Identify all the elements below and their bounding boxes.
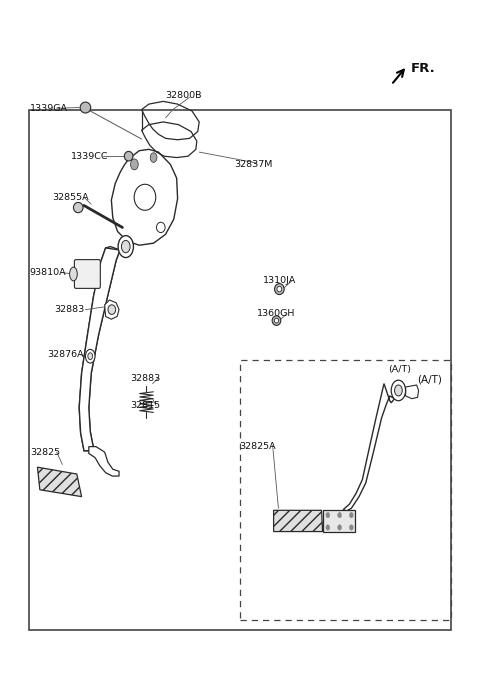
Polygon shape (274, 510, 323, 532)
Polygon shape (406, 385, 419, 399)
Circle shape (131, 159, 138, 170)
Circle shape (349, 512, 353, 518)
Text: FR.: FR. (410, 62, 435, 75)
Circle shape (338, 512, 342, 518)
Polygon shape (37, 467, 82, 497)
Polygon shape (323, 510, 355, 532)
Text: 32815: 32815 (131, 401, 161, 410)
Ellipse shape (274, 318, 278, 323)
Text: (A/T): (A/T) (417, 375, 442, 385)
Text: 32837M: 32837M (234, 160, 273, 169)
Ellipse shape (118, 236, 133, 258)
Ellipse shape (395, 385, 402, 396)
Ellipse shape (156, 222, 165, 232)
Text: 1339GA: 1339GA (30, 103, 68, 113)
Text: 1360GH: 1360GH (257, 309, 295, 319)
Circle shape (326, 525, 330, 530)
Text: 93810A: 93810A (30, 268, 66, 277)
FancyBboxPatch shape (74, 260, 100, 288)
Ellipse shape (275, 284, 284, 295)
Ellipse shape (124, 151, 133, 161)
Text: 32825A: 32825A (239, 442, 276, 451)
Bar (240, 360, 451, 620)
Text: 32825: 32825 (30, 447, 60, 457)
Polygon shape (79, 248, 120, 451)
Ellipse shape (108, 305, 116, 314)
Ellipse shape (134, 184, 156, 210)
Circle shape (338, 525, 342, 530)
Text: 32883: 32883 (54, 305, 84, 314)
Ellipse shape (85, 349, 95, 363)
Ellipse shape (73, 203, 83, 212)
Ellipse shape (277, 286, 282, 292)
Text: 32800B: 32800B (166, 91, 202, 101)
Circle shape (349, 525, 353, 530)
Ellipse shape (88, 353, 93, 360)
Ellipse shape (121, 240, 130, 253)
Polygon shape (105, 300, 119, 319)
Bar (29, 110, 451, 630)
Ellipse shape (80, 102, 91, 113)
Polygon shape (89, 447, 119, 476)
Ellipse shape (70, 267, 77, 281)
Ellipse shape (391, 380, 406, 401)
Polygon shape (343, 384, 395, 511)
Text: 32876A: 32876A (47, 350, 84, 360)
Text: 1339CC: 1339CC (71, 151, 108, 161)
Text: 1310JA: 1310JA (263, 276, 296, 286)
Circle shape (326, 512, 330, 518)
Text: 32855A: 32855A (52, 192, 88, 202)
Circle shape (150, 153, 157, 162)
Ellipse shape (272, 316, 281, 325)
Text: (A/T): (A/T) (388, 365, 411, 375)
Text: 32883: 32883 (131, 373, 161, 383)
